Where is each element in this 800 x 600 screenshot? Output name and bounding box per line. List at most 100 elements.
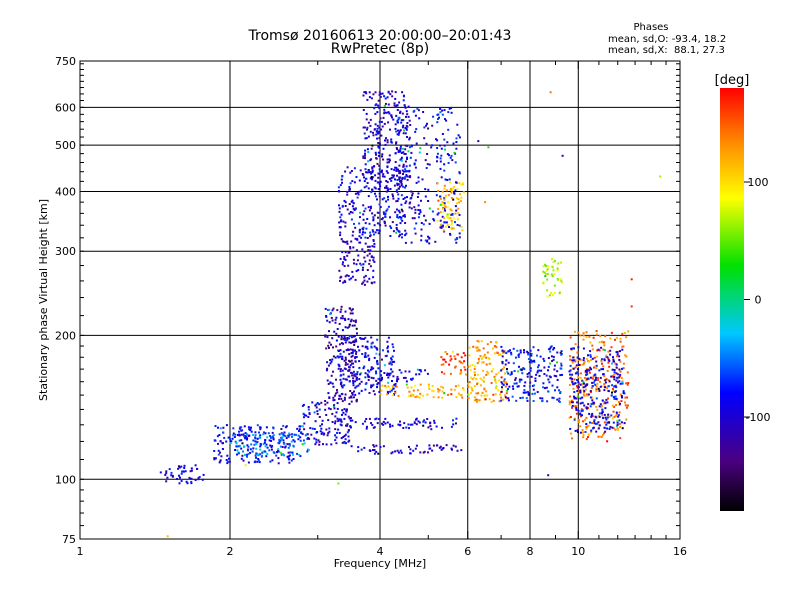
data-point	[387, 195, 389, 198]
data-point	[328, 427, 331, 430]
data-point	[418, 421, 421, 424]
data-point	[608, 416, 611, 418]
data-point	[424, 219, 427, 222]
data-point	[225, 440, 228, 443]
x-tick-label: 2	[227, 545, 234, 558]
data-point	[477, 360, 480, 363]
data-point	[442, 358, 445, 361]
data-point	[283, 454, 285, 457]
data-point	[256, 437, 259, 440]
data-point	[348, 439, 351, 442]
data-point	[573, 382, 576, 385]
data-point	[626, 371, 629, 374]
data-point	[352, 207, 355, 210]
data-point	[366, 245, 369, 248]
data-point	[341, 409, 344, 412]
data-point	[259, 445, 262, 448]
data-point	[339, 231, 342, 234]
data-point	[335, 345, 338, 348]
data-point	[450, 393, 453, 396]
data-point	[246, 438, 248, 441]
data-point	[269, 435, 272, 438]
data-point	[406, 144, 409, 147]
data-point	[368, 357, 371, 360]
data-point	[398, 230, 401, 233]
data-point	[184, 470, 187, 473]
data-point	[420, 239, 423, 242]
data-point	[391, 370, 394, 373]
data-point	[374, 418, 377, 421]
data-point	[513, 382, 516, 385]
data-point	[371, 385, 374, 387]
data-point	[408, 390, 411, 393]
data-point	[472, 345, 475, 348]
data-point	[351, 270, 354, 273]
data-point	[458, 172, 461, 175]
data-point	[481, 379, 484, 381]
data-point	[582, 431, 585, 434]
data-point	[386, 158, 389, 161]
data-point	[501, 388, 504, 391]
data-point	[350, 200, 353, 203]
data-point	[552, 294, 554, 296]
data-point	[398, 235, 401, 238]
data-point	[217, 426, 219, 429]
data-point	[512, 362, 515, 365]
data-point	[364, 383, 367, 385]
data-point	[410, 386, 413, 389]
data-point	[546, 289, 549, 292]
data-point	[347, 415, 350, 418]
data-point	[378, 93, 381, 96]
data-point	[376, 383, 379, 386]
data-point	[217, 453, 220, 456]
data-point	[340, 393, 343, 396]
data-point	[600, 404, 603, 407]
data-point	[546, 268, 549, 271]
data-point	[397, 209, 400, 212]
data-point	[368, 259, 371, 262]
data-point	[366, 269, 369, 271]
data-point	[615, 414, 617, 417]
data-point	[334, 428, 337, 431]
data-point	[478, 399, 481, 402]
data-point	[393, 168, 396, 171]
data-point	[381, 377, 383, 380]
data-point	[255, 456, 258, 459]
data-point	[343, 441, 346, 444]
data-point	[590, 368, 593, 371]
data-point	[255, 447, 258, 450]
data-point	[336, 431, 338, 434]
data-point	[343, 435, 346, 437]
data-point	[581, 379, 584, 382]
data-point	[576, 395, 579, 398]
data-point	[259, 434, 262, 437]
data-point	[614, 338, 616, 341]
data-point	[591, 396, 594, 399]
data-point	[431, 144, 434, 147]
data-point	[390, 389, 393, 392]
data-point	[595, 360, 598, 363]
data-point	[460, 394, 463, 397]
data-point	[601, 408, 604, 411]
data-point	[611, 384, 614, 387]
data-point	[353, 262, 355, 265]
data-point	[271, 445, 274, 447]
data-point	[443, 197, 446, 200]
data-point	[417, 192, 420, 195]
data-point	[441, 390, 444, 393]
data-point	[407, 115, 410, 118]
data-point	[364, 352, 367, 355]
data-point	[432, 218, 435, 221]
data-point	[382, 423, 385, 426]
data-point	[460, 356, 463, 359]
data-point	[456, 188, 459, 191]
data-point	[559, 351, 562, 354]
data-point	[334, 439, 337, 442]
data-point	[441, 133, 444, 135]
data-point	[614, 395, 617, 398]
data-point	[432, 390, 435, 392]
data-point	[448, 154, 450, 157]
data-point	[356, 376, 358, 379]
data-point	[448, 226, 450, 228]
